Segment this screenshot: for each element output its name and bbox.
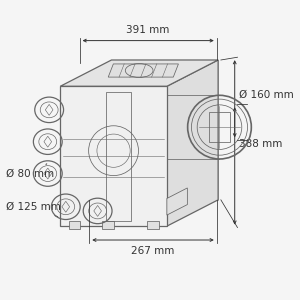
Polygon shape (60, 60, 218, 86)
Text: Ø 160 mm: Ø 160 mm (239, 90, 294, 100)
Text: 391 mm: 391 mm (126, 25, 169, 35)
Text: 388 mm: 388 mm (239, 140, 282, 149)
Polygon shape (167, 188, 188, 215)
Polygon shape (60, 86, 167, 226)
Polygon shape (148, 220, 159, 229)
Polygon shape (167, 60, 218, 226)
Polygon shape (68, 220, 80, 229)
Polygon shape (108, 64, 178, 77)
Polygon shape (103, 220, 114, 229)
Text: 267 mm: 267 mm (131, 245, 175, 256)
Text: Ø 80 mm: Ø 80 mm (6, 164, 54, 178)
Polygon shape (112, 60, 218, 200)
Text: Ø 125 mm: Ø 125 mm (6, 202, 61, 217)
